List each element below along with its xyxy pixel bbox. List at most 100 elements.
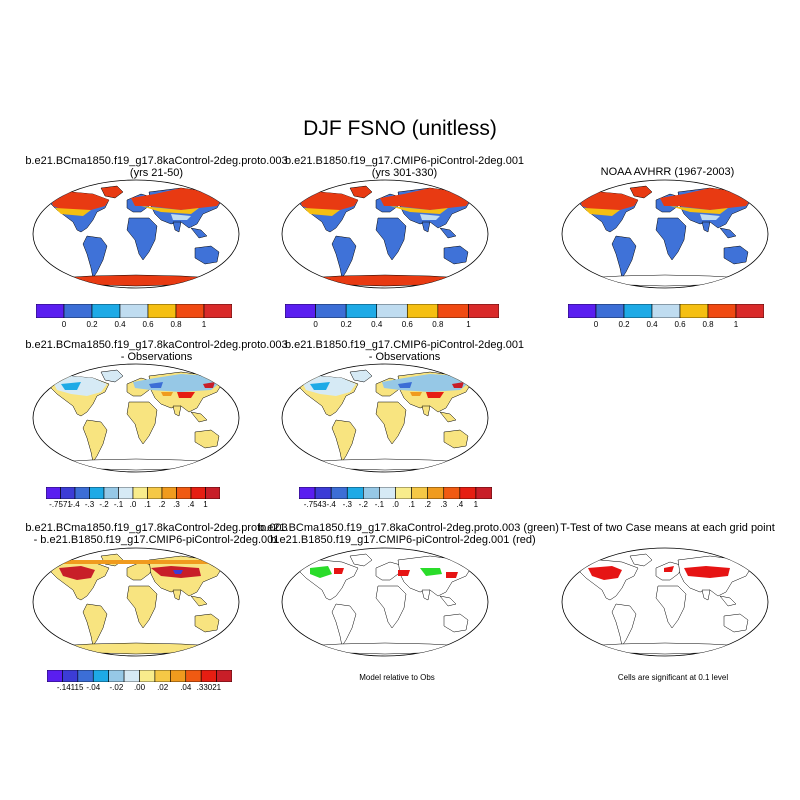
colorbar-tick-label: .3: [440, 500, 448, 509]
continent-antarctica: [305, 458, 465, 471]
colorbar-tick-label: .0: [392, 500, 399, 509]
diff-eurasia-neg: [149, 382, 163, 388]
continent-india: [701, 589, 711, 601]
colorbar-box: [176, 487, 192, 499]
colorbar-box: [46, 487, 61, 499]
continent-india: [172, 405, 182, 417]
diff-asia-pos: [426, 392, 444, 398]
colorbar-tick-label: .4: [456, 500, 464, 509]
continent-australia: [723, 245, 749, 265]
colorbar-diff1-labels: -.7571 -.4 -.3 -.2 -.1 .0 .1 .2 .3 .4 1: [46, 500, 220, 510]
continent-southAmerica: [611, 235, 637, 279]
colorbar-obs: [568, 304, 764, 318]
colorbar-tick-label: .3: [173, 500, 180, 509]
continent-australia: [443, 429, 469, 449]
sig-eurasia: [684, 566, 730, 578]
continent-africa: [126, 217, 158, 261]
colorbar-tick-label: 0: [593, 320, 599, 329]
colorbar-box: [735, 304, 764, 318]
continent-antarctica: [56, 642, 216, 655]
continent-seAsia: [190, 227, 208, 239]
colorbar-tick-label: .0: [129, 500, 137, 509]
colorbar-box: [651, 304, 681, 318]
continent-seAsia: [719, 227, 737, 239]
colorbar-box: [77, 670, 94, 682]
colorbar-case2-labels: 0 0.2 0.4 0.6 0.8 1: [285, 320, 499, 330]
colorbar-tick-label: -.7571: [49, 500, 72, 509]
colorbar-box: [147, 487, 163, 499]
map-case1-fsno: [32, 179, 240, 289]
colorbar-tick-label: -.14115: [56, 683, 84, 692]
colorbar-case2: [285, 304, 499, 318]
colorbar-tick-label: .00: [133, 683, 146, 692]
colorbar-box: [315, 304, 347, 318]
snow-fringe-asia: [420, 214, 440, 220]
diff-asia-pos2: [410, 392, 422, 396]
continent-australia: [194, 429, 220, 449]
colorbar-box: [395, 487, 412, 499]
continent-antarctica: [56, 274, 216, 287]
diff-eurasia-neg: [398, 382, 412, 388]
continent-india: [172, 589, 182, 601]
colorbar-box: [406, 304, 439, 318]
colorbar-tick-label: 0: [61, 320, 67, 329]
colorbar-box: [118, 487, 134, 499]
colorbar-box: [595, 304, 625, 318]
colorbar-case-diff: [47, 670, 232, 682]
colorbar-tick-label: 0.8: [702, 320, 714, 329]
map-obs-fsno: [561, 179, 769, 289]
colorbar-tick-label: 0: [313, 320, 318, 329]
red-region-na: [334, 568, 344, 574]
colorbar-tick-label: .2: [424, 500, 431, 509]
case-diff-arctic: [51, 560, 221, 564]
continent-australia: [443, 245, 469, 265]
snow-cover-eurasia: [131, 188, 223, 210]
green-region-asia: [420, 568, 442, 576]
continent-greenland: [349, 369, 373, 383]
diff-north-america: [53, 376, 107, 396]
colorbar-tick-label: -.4: [326, 500, 336, 509]
colorbar-case-diff-labels: -.14115 -.04 -.02 .00 .02 .04 .33021: [47, 683, 232, 693]
diff-north-america: [302, 376, 356, 396]
colorbar-tick-label: -.1: [113, 500, 124, 509]
colorbar-box: [475, 487, 492, 499]
continent-africa: [655, 217, 687, 261]
colorbar-box: [185, 670, 202, 682]
continent-seAsia: [439, 595, 457, 607]
continent-africa: [375, 217, 407, 261]
colorbar-tick-label: 0.2: [618, 320, 630, 329]
colorbar-box: [216, 670, 232, 682]
colorbar-tick-label: 0.6: [142, 320, 154, 329]
colorbar-box: [459, 487, 477, 499]
continent-southAmerica: [611, 603, 637, 647]
snow-edge-north-america: [55, 208, 91, 216]
diff-north-america-neg: [310, 382, 330, 390]
colorbar-tick-label: 0.2: [340, 320, 352, 329]
snow-cover-eurasia: [660, 188, 752, 210]
colorbar-box: [139, 670, 156, 682]
colorbar-box: [345, 304, 378, 318]
colorbar-box: [314, 487, 332, 499]
continent-greenland: [349, 553, 373, 567]
colorbar-box: [123, 670, 140, 682]
case-diff-neg: [173, 570, 183, 574]
colorbar-box: [330, 487, 348, 499]
red-region-asia: [446, 572, 458, 578]
continent-southAmerica: [82, 419, 108, 463]
colorbar-tick-label: 0.6: [674, 320, 686, 329]
colorbar-tick-label: -.02: [109, 683, 124, 692]
snow-cover-north-america: [300, 192, 358, 212]
continent-seAsia: [190, 595, 208, 607]
snow-cover-north-america: [51, 192, 109, 212]
continent-australia: [194, 613, 220, 633]
colorbar-tick-label: -.3: [84, 500, 95, 509]
panel-title-obs: NOAA AVHRR (1967-2003): [600, 166, 735, 178]
continent-southAmerica: [82, 235, 108, 279]
map-model-relative-to-obs: [281, 547, 489, 657]
colorbar-tick-label: 1: [733, 320, 739, 329]
colorbar-box: [175, 304, 205, 318]
colorbar-box: [63, 304, 93, 318]
colorbar-tick-label: -.3: [342, 500, 352, 509]
continent-india: [421, 221, 431, 233]
colorbar-tick-label: -.4: [70, 500, 80, 509]
